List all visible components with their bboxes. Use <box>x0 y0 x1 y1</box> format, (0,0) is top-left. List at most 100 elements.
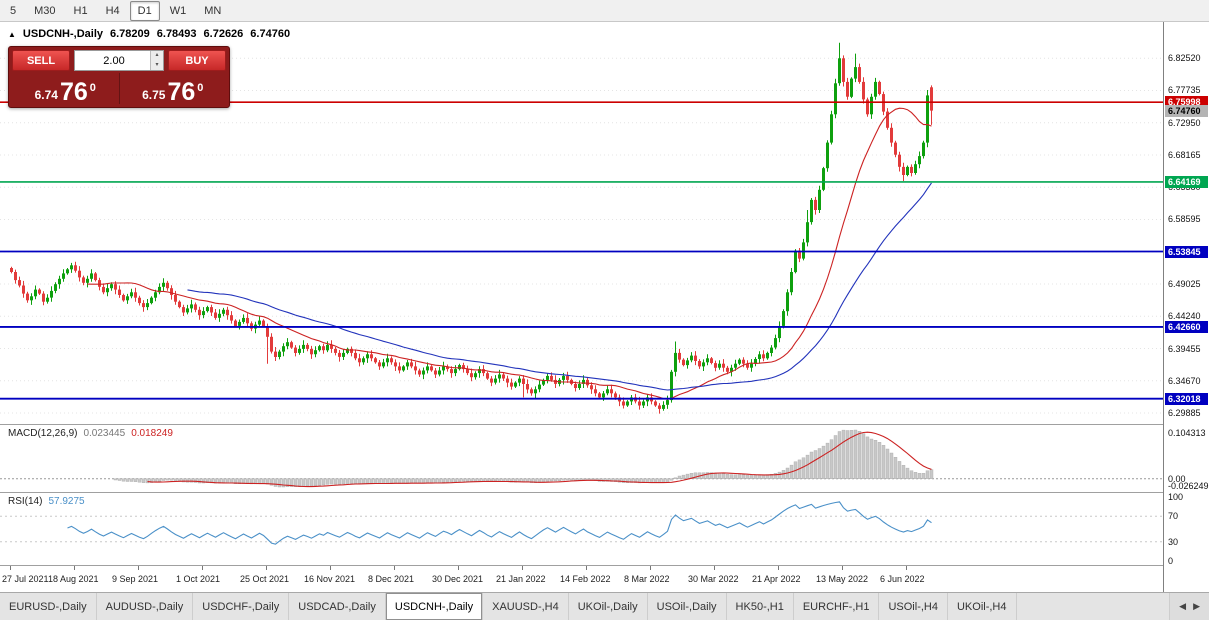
macd-label: MACD(12,26,9) 0.023445 0.018249 <box>8 428 173 439</box>
ohlc-low: 6.72626 <box>203 28 244 40</box>
volume-up-icon[interactable]: ▴ <box>155 52 159 58</box>
chart-tab-ukoilh4[interactable]: UKOil-,H4 <box>948 593 1017 620</box>
time-axis-tick <box>842 566 843 570</box>
time-axis-label: 14 Feb 2022 <box>560 574 611 584</box>
volume-stepper[interactable]: ▴ ▾ <box>74 50 164 71</box>
tab-scroll-left-icon[interactable]: ◀ <box>1179 601 1187 611</box>
one-click-trading-panel: SELL ▴ ▾ BUY 6.74 76 0 6.75 <box>8 46 230 108</box>
time-axis-tick <box>202 566 203 570</box>
timeframe-button-m30[interactable]: M30 <box>34 4 56 17</box>
panel-divider <box>0 565 1209 566</box>
time-axis: 27 Jul 2021 18 Aug 2021 9 Sep 2021 1 Oct 20… <box>0 566 1163 592</box>
time-axis-tick <box>714 566 715 570</box>
panel-divider[interactable] <box>0 492 1209 493</box>
price-axis-label: 6.44240 <box>1168 311 1201 322</box>
time-axis-tick <box>138 566 139 570</box>
chart-tab-eurchfh1[interactable]: EURCHF-,H1 <box>794 593 880 620</box>
rsi-title: RSI(14) <box>8 496 43 507</box>
macd-main-value: 0.023445 <box>83 428 126 439</box>
time-axis-label: 25 Oct 2021 <box>240 574 290 584</box>
sell-price-small: 6.74 <box>34 88 58 102</box>
chart-tab-ukoildaily[interactable]: UKOil-,Daily <box>569 593 648 620</box>
price-tag: 6.42660 <box>1165 320 1208 333</box>
buy-price-small: 6.75 <box>142 88 166 102</box>
rsi-indicator-chart[interactable] <box>0 493 1163 565</box>
panel-divider[interactable] <box>0 424 1209 425</box>
tab-scroll-controls: ◀ ▶ <box>1169 593 1209 620</box>
ohlc-high: 6.78493 <box>156 28 197 40</box>
chart-tab-usdcnhdaily[interactable]: USDCNH-,Daily <box>385 593 484 620</box>
time-axis-tick <box>522 566 523 570</box>
timeframe-button-5[interactable]: 5 <box>10 4 17 17</box>
price-divider <box>118 73 120 104</box>
chart-tabs-bar: EURUSD-,Daily AUDUSD-,Daily USDCHF-,Daily U… <box>0 592 1209 620</box>
buy-price-display[interactable]: 6.75 76 0 <box>120 77 227 106</box>
time-axis-label: 6 Jun 2022 <box>880 574 925 584</box>
chart-tab-audusddaily[interactable]: AUDUSD-,Daily <box>97 593 194 620</box>
buy-button[interactable]: BUY <box>168 50 226 71</box>
timeframe-toolbar: 5 M30 H1 H4 D1 W1 MN <box>0 0 1209 22</box>
chart-tab-xauusdh4[interactable]: XAUUSD-,H4 <box>483 593 569 620</box>
chart-tab-usoilh4[interactable]: USOil-,H4 <box>879 593 948 620</box>
time-axis-tick <box>778 566 779 570</box>
timeframe-button-w1[interactable]: W1 <box>169 4 187 17</box>
main-price-chart[interactable] <box>0 22 1163 424</box>
time-axis-label: 8 Mar 2022 <box>624 574 670 584</box>
time-axis-label: 9 Sep 2021 <box>112 574 159 584</box>
time-axis-tick <box>906 566 907 570</box>
rsi-label: RSI(14) 57.9275 <box>8 496 85 507</box>
time-axis-tick <box>650 566 651 570</box>
ohlc-close: 6.74760 <box>250 28 291 40</box>
time-axis-tick <box>394 566 395 570</box>
volume-down-icon[interactable]: ▾ <box>155 61 159 68</box>
macd-axis-label: 0.00 <box>1168 473 1186 484</box>
timeframe-button-mn[interactable]: MN <box>204 4 222 17</box>
chart-tab-usdchfdaily[interactable]: USDCHF-,Daily <box>193 593 290 620</box>
time-axis-label: 18 Aug 2021 <box>48 574 99 584</box>
price-axis-label: 6.58595 <box>1168 214 1201 225</box>
time-axis-tick <box>10 566 11 570</box>
price-tag: 6.32018 <box>1165 392 1208 405</box>
ohlc-open: 6.78209 <box>110 28 150 40</box>
rsi-axis-label: 100 <box>1168 492 1184 502</box>
buy-price-big: 76 <box>167 77 196 106</box>
macd-indicator-chart[interactable] <box>0 425 1163 492</box>
price-tag: 6.53845 <box>1165 245 1208 258</box>
timeframe-button-d1[interactable]: D1 <box>129 0 160 21</box>
sell-price-sup: 0 <box>89 81 96 94</box>
time-axis-label: 8 Dec 2021 <box>368 574 415 584</box>
price-axis-label: 6.39455 <box>1168 343 1201 354</box>
time-axis-label: 1 Oct 2021 <box>176 574 221 584</box>
symbol-marker-icon: ▲ <box>8 29 16 39</box>
time-axis-tick <box>266 566 267 570</box>
macd-axis-label: 0.104313 <box>1168 428 1206 438</box>
chart-window: ▲ USDCNH-,Daily 6.78209 6.78493 6.72626 … <box>0 22 1209 592</box>
sell-price-display[interactable]: 6.74 76 0 <box>12 77 119 106</box>
tab-scroll-right-icon[interactable]: ▶ <box>1193 601 1200 611</box>
time-axis-tick <box>330 566 331 570</box>
macd-axis-label: -0.026249 <box>1168 481 1209 491</box>
price-tag: 6.74760 <box>1165 104 1208 117</box>
time-axis-label: 30 Dec 2021 <box>432 574 484 584</box>
rsi-axis-label: 0 <box>1168 556 1174 566</box>
timeframe-button-h4[interactable]: H4 <box>105 4 120 17</box>
chart-tab-usdcaddaily[interactable]: USDCAD-,Daily <box>289 593 386 620</box>
sell-button[interactable]: SELL <box>12 50 70 71</box>
macd-title: MACD(12,26,9) <box>8 428 78 439</box>
time-axis-label: 13 May 2022 <box>816 574 869 584</box>
timeframe-button-h1[interactable]: H1 <box>73 4 88 17</box>
chart-tab-usoildaily[interactable]: USOil-,Daily <box>648 593 727 620</box>
price-axis: 6.825206.777356.729506.681656.633806.585… <box>1163 22 1209 592</box>
price-axis-label: 6.34670 <box>1168 375 1201 386</box>
volume-input[interactable] <box>75 51 163 70</box>
chart-symbol-header: ▲ USDCNH-,Daily 6.78209 6.78493 6.72626 … <box>8 28 290 40</box>
time-axis-label: 21 Jan 2022 <box>496 574 546 584</box>
time-axis-label: 27 Jul 2021 <box>2 574 49 584</box>
sell-price-big: 76 <box>59 77 88 106</box>
time-axis-label: 30 Mar 2022 <box>688 574 739 584</box>
time-axis-tick <box>458 566 459 570</box>
chart-tab-hk50h1[interactable]: HK50-,H1 <box>727 593 794 620</box>
price-axis-label: 6.72950 <box>1168 117 1201 128</box>
chart-tab-eurusddaily[interactable]: EURUSD-,Daily <box>0 593 97 620</box>
